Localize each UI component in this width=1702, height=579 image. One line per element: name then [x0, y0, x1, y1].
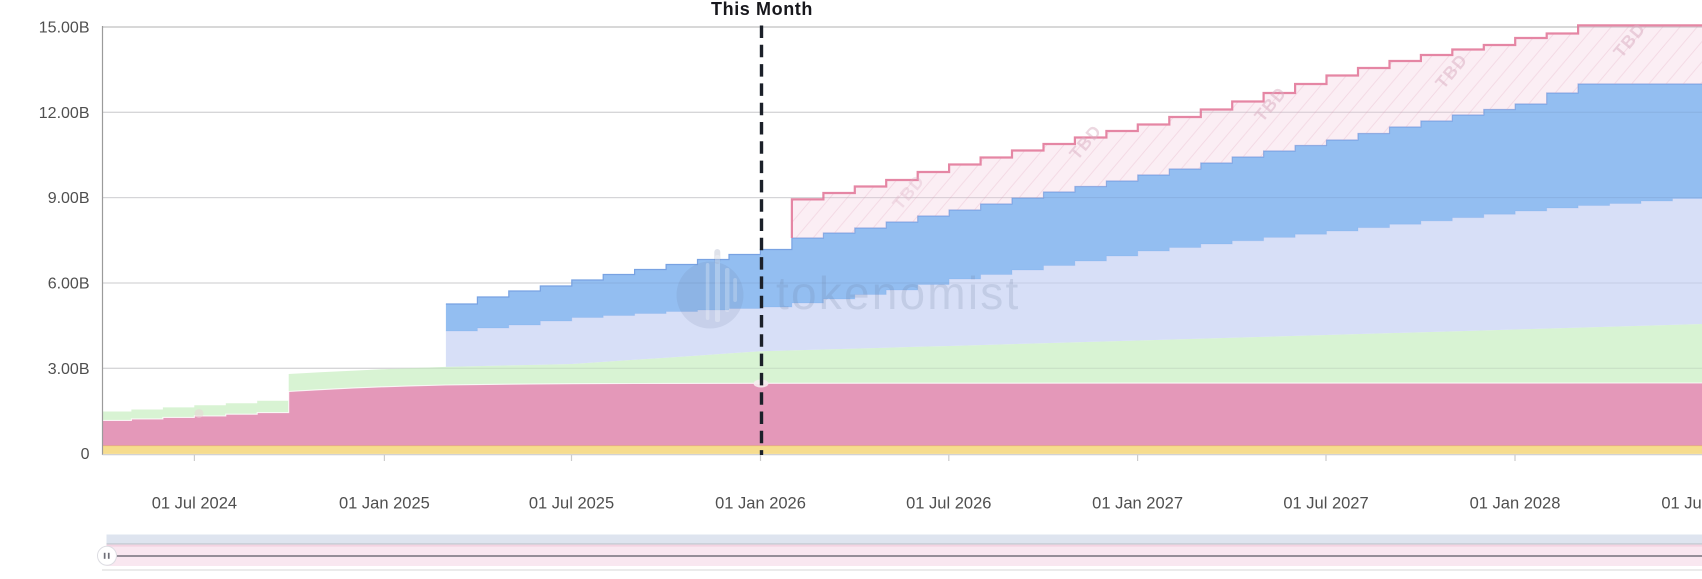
svg-text:15.00B: 15.00B — [39, 20, 90, 37]
svg-text:01 Jan 2025: 01 Jan 2025 — [339, 495, 430, 513]
svg-text:0: 0 — [81, 446, 90, 463]
svg-text:9.00B: 9.00B — [48, 190, 90, 207]
svg-text:01 Jul 2027: 01 Jul 2027 — [1283, 495, 1368, 513]
svg-text:6.00B: 6.00B — [48, 276, 90, 293]
svg-text:01 Jul 2028: 01 Jul 2028 — [1661, 495, 1702, 513]
svg-text:01 Jan 2026: 01 Jan 2026 — [715, 495, 806, 513]
svg-text:This Month: This Month — [711, 0, 813, 19]
svg-text:01 Jan 2027: 01 Jan 2027 — [1092, 495, 1183, 513]
svg-text:01 Jul 2026: 01 Jul 2026 — [906, 495, 991, 513]
svg-text:01 Jul 2024: 01 Jul 2024 — [152, 495, 237, 513]
svg-text:01 Jan 2028: 01 Jan 2028 — [1470, 495, 1561, 513]
svg-text:tokenomist: tokenomist — [776, 267, 1020, 319]
svg-text:01 Jul 2025: 01 Jul 2025 — [529, 495, 614, 513]
svg-text:12.00B: 12.00B — [39, 105, 90, 122]
svg-text:3.00B: 3.00B — [48, 361, 90, 378]
